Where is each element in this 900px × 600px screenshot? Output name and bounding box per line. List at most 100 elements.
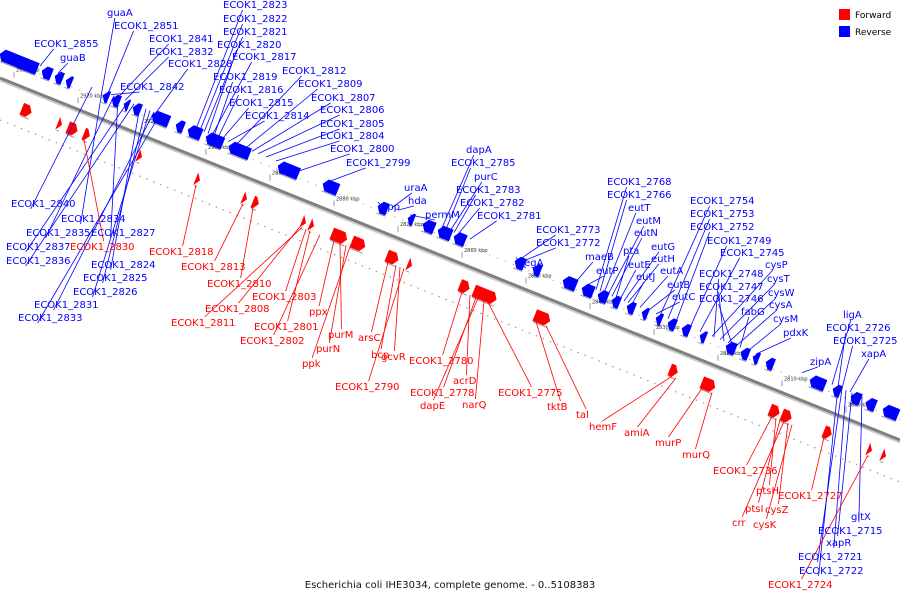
- reverse-gene-label-ecok1-2753: ECOK1_2753: [690, 209, 755, 220]
- forward-gene-leader-ecok1-2808: [238, 226, 301, 304]
- reverse-gene-leader-eute: [619, 269, 637, 300]
- reverse-gene-leader-aega: [515, 257, 527, 269]
- reverse-gene-arrow: [321, 179, 341, 197]
- reverse-gene-leader-xapa: [849, 358, 870, 393]
- forward-gene-leader-ecok1-2775: [487, 302, 532, 388]
- reverse-gene-leader-ecok1-2772: [523, 247, 556, 262]
- forward-gene-arrow: [779, 408, 792, 426]
- reverse-gene-label-ecok1-2726: ECOK1_2726: [826, 323, 891, 334]
- forward-gene-arrow: [55, 116, 62, 132]
- reverse-gene-arrow: [764, 357, 776, 372]
- reverse-gene-label-ecok1-2834: ECOK1_2834: [61, 214, 126, 225]
- reverse-gene-leader-ecok1-2837: [25, 101, 129, 253]
- reverse-gene-label-ecok1-2781: ECOK1_2781: [477, 211, 542, 222]
- reverse-gene-label-ecok1-2715: ECOK1_2715: [818, 526, 883, 537]
- forward-gene-label-ecok1-2811: ECOK1_2811: [171, 318, 236, 329]
- reverse-gene-leader-maeb: [575, 261, 594, 282]
- genome-axis: [0, 57, 900, 483]
- forward-gene-label-gcvr: gcvR: [381, 352, 406, 363]
- forward-gene-leader-bcp: [380, 265, 397, 350]
- forward-gene-arrow: [240, 191, 247, 207]
- reverse-gene-leader-ecok1-2753: [667, 218, 710, 319]
- reverse-gene-arrow: [698, 331, 709, 345]
- forward-gene-label-ecok1-2775: ECOK1_2775: [498, 388, 563, 399]
- forward-gene-leader-murq: [695, 392, 713, 450]
- reverse-gene-label-ecok1-2807: ECOK1_2807: [311, 93, 376, 104]
- forward-gene-label-ecok1-2808: ECOK1_2808: [205, 304, 270, 315]
- reverse-gene-leader-pta: [615, 255, 630, 298]
- forward-gene-arrow: [532, 309, 551, 329]
- reverse-gene-arrow: [276, 161, 301, 181]
- reverse-gene-leader-ecok1-2745: [699, 257, 740, 332]
- reverse-gene-leader-ecok1-2746: [718, 303, 733, 345]
- reverse-track-guide: [0, 57, 900, 421]
- reverse-gene-leader-ecok1-2715: [837, 392, 853, 537]
- reverse-gene-label-eute: eutE: [628, 260, 651, 271]
- reverse-gene-leader-dapa: [441, 154, 475, 228]
- forward-gene-leader-ecok1-2810: [240, 207, 254, 279]
- reverse-gene-label-purc: purC: [474, 172, 498, 183]
- reverse-gene-label-ecok1-2782: ECOK1_2782: [460, 198, 525, 209]
- reverse-gene-leader-ecok1-2812: [235, 75, 302, 146]
- reverse-gene-leader-ecok1-2842: [110, 91, 140, 96]
- reverse-gene-leader-ecok1-2826: [92, 110, 151, 298]
- forward-gene-label-purm: purM: [328, 330, 353, 341]
- reverse-gene-leader-upp: [377, 201, 388, 213]
- forward-gene-label-cysz: cysZ: [765, 505, 789, 516]
- reverse-gene-leader-zipa: [801, 366, 818, 373]
- reverse-gene-leader-ecok1-2841: [117, 43, 169, 98]
- reverse-gene-label-cyst: cysT: [767, 274, 791, 285]
- reverse-gene-leader-pdxk: [755, 337, 792, 355]
- forward-gene-arrow: [307, 218, 314, 234]
- reverse-gene-leader-guab: [57, 62, 69, 74]
- reverse-gene-leader-eutj: [631, 281, 645, 305]
- reverse-gene-leader-ecok1-2855: [39, 48, 54, 67]
- map-caption: Escherichia coli IHE3034, complete genom…: [305, 580, 595, 591]
- reverse-gene-label-ecok1-2799: ECOK1_2799: [346, 158, 411, 169]
- reverse-gene-leader-ecok1-2781: [469, 220, 497, 240]
- reverse-gene-leader-ecok1-2821: [203, 36, 243, 133]
- forward-gene-label-ecok1-2778: ECOK1_2778: [410, 388, 475, 399]
- forward-gene-leader-amia: [637, 377, 677, 428]
- reverse-gene-leader-ecok1-2800: [299, 153, 350, 172]
- forward-gene-label-ecok1-2818: ECOK1_2818: [149, 247, 214, 258]
- forward-gene-leader-ptsi: [758, 419, 781, 504]
- forward-gene-leader-ecok1-2724: [801, 454, 869, 580]
- reverse-gene-label-ecok1-2819: ECOK1_2819: [213, 72, 278, 83]
- reverse-gene-leader-ecok1-2804: [275, 140, 340, 162]
- forward-gene-leader-narq: [475, 300, 485, 400]
- reverse-gene-leader-ecok1-2814: [227, 120, 265, 143]
- legend-forward-label: Forward: [855, 11, 891, 21]
- reverse-gene-leader-eutp: [585, 275, 605, 287]
- reverse-gene-label-ecok1-2833: ECOK1_2833: [18, 313, 83, 324]
- reverse-gene-label-ecok1-2851: ECOK1_2851: [114, 21, 179, 32]
- forward-gene-label-ecok1-2813: ECOK1_2813: [181, 262, 246, 273]
- forward-gene-arrow: [457, 279, 470, 296]
- reverse-gene-arrow: [751, 352, 762, 366]
- reverse-gene-arrow: [131, 103, 143, 118]
- reverse-gene-leader-ecok1-2785: [445, 167, 471, 230]
- reverse-gene-label-ecok1-2748: ECOK1_2748: [699, 269, 764, 280]
- forward-gene-leader-purn: [329, 245, 347, 344]
- forward-gene-leader-acrd: [466, 295, 471, 376]
- forward-gene-leader-ecok1-2736: [746, 416, 773, 466]
- reverse-gene-label-ecok1-2773: ECOK1_2773: [536, 225, 601, 236]
- legend: Forward Reverse: [839, 9, 892, 38]
- reverse-gene-leader-ecok1-2768: [595, 186, 627, 290]
- reverse-gene-label-xapa: xapA: [861, 349, 886, 360]
- reverse-gene-label-eutg: eutG: [651, 242, 675, 253]
- forward-gene-arrow: [135, 149, 142, 164]
- reverse-gene-leader-ecok1-2819: [213, 81, 233, 137]
- reverse-gene-label-ecok1-2749: ECOK1_2749: [707, 236, 772, 247]
- reverse-gene-leader-eutg: [623, 251, 660, 302]
- forward-gene-label-acrd: acrD: [453, 376, 477, 387]
- forward-gene-leader-arsc: [371, 261, 389, 333]
- reverse-gene-arrow: [101, 91, 112, 105]
- reverse-gene-leader-ecok1-2822: [199, 23, 243, 131]
- forward-gene-label-arsc: arsC: [358, 333, 380, 344]
- reverse-gene-label-ecok1-2824: ECOK1_2824: [91, 260, 156, 271]
- reverse-gene-arrow: [640, 307, 651, 322]
- reverse-gene-leader-ecok1-2807: [251, 102, 331, 152]
- reverse-gene-leader-ecok1-2834: [80, 90, 103, 225]
